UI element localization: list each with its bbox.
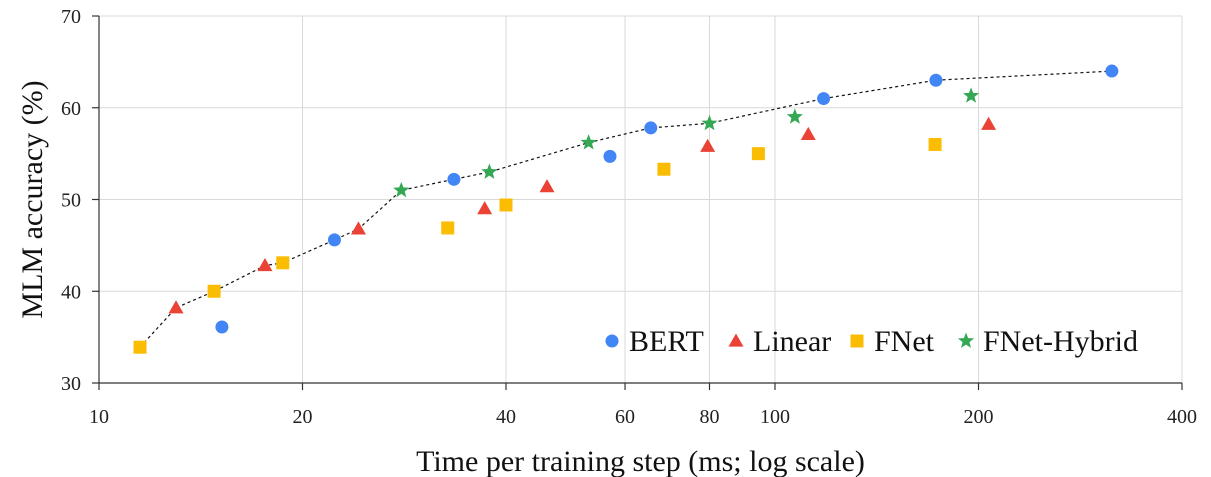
x-tick-label: 10 [89, 406, 109, 428]
x-tick-label: 100 [760, 406, 790, 428]
bert-point [603, 149, 617, 163]
x-tick-label: 200 [964, 406, 994, 428]
grid [99, 15, 1183, 383]
pareto-frontier-line [139, 70, 1112, 348]
bert-point [1105, 64, 1119, 78]
fnet-point [751, 147, 765, 161]
y-tick-label: 40 [61, 281, 81, 303]
fnet-point [657, 162, 671, 176]
fnet-point [499, 198, 513, 212]
legend: BERT Linear FNet FNet-Hybrid [605, 325, 1138, 358]
x-tick-label: 40 [496, 406, 516, 428]
bert-point [327, 233, 341, 247]
y-axis-title: MLM accuracy (%) [16, 80, 49, 318]
bert-point [929, 73, 943, 87]
fnet-hybrid-point [786, 108, 803, 124]
fnet-hybrid-point [701, 114, 718, 131]
y-tick-label: 50 [61, 190, 81, 212]
bert-point [644, 121, 658, 135]
fnet-hybrid-point [481, 163, 498, 179]
frontier-line [139, 70, 1112, 348]
linear-point [477, 201, 493, 215]
linear-point [350, 221, 366, 235]
linear-point [700, 138, 716, 152]
fnet-point [276, 256, 290, 270]
bert-point [215, 320, 229, 334]
legend-bert-marker [605, 334, 619, 348]
plot-marks [133, 64, 1119, 354]
legend-bert-label: BERT [629, 325, 704, 358]
fnet-hybrid-point [580, 134, 597, 150]
linear-point [168, 300, 184, 314]
bert-point [817, 92, 831, 106]
x-tick-label: 80 [699, 406, 719, 428]
fnet-hybrid-point [962, 87, 980, 103]
x-tick-label: 20 [292, 406, 312, 428]
y-tick-label: 70 [61, 6, 81, 28]
x-tick-label: 60 [615, 406, 635, 428]
axes: 10 20 40 60 80 100 200 400 30 40 50 60 70 [61, 6, 1197, 428]
y-tick-label: 30 [61, 373, 81, 395]
fnet-point [441, 221, 455, 235]
legend-linear-marker [728, 333, 744, 347]
y-tick-label: 60 [61, 98, 81, 120]
x-axis-title: Time per training step (ms; log scale) [416, 445, 865, 477]
x-tick-label: 400 [1167, 406, 1197, 428]
fnet-point [207, 284, 221, 298]
fnet-point [928, 137, 942, 151]
linear-point [257, 258, 273, 272]
legend-fnet-marker [850, 334, 864, 348]
fnet-hybrid-point [393, 181, 410, 198]
legend-linear-label: Linear [753, 325, 831, 358]
linear-point [981, 116, 997, 130]
legend-fnet-label: FNet [874, 325, 935, 358]
bert-point [447, 172, 461, 186]
linear-point [539, 179, 555, 193]
fnet-point [133, 340, 147, 354]
legend-fnet-hybrid-marker [957, 332, 975, 348]
linear-point [800, 126, 816, 140]
legend-fnet-hybrid-label: FNet-Hybrid [983, 325, 1138, 358]
